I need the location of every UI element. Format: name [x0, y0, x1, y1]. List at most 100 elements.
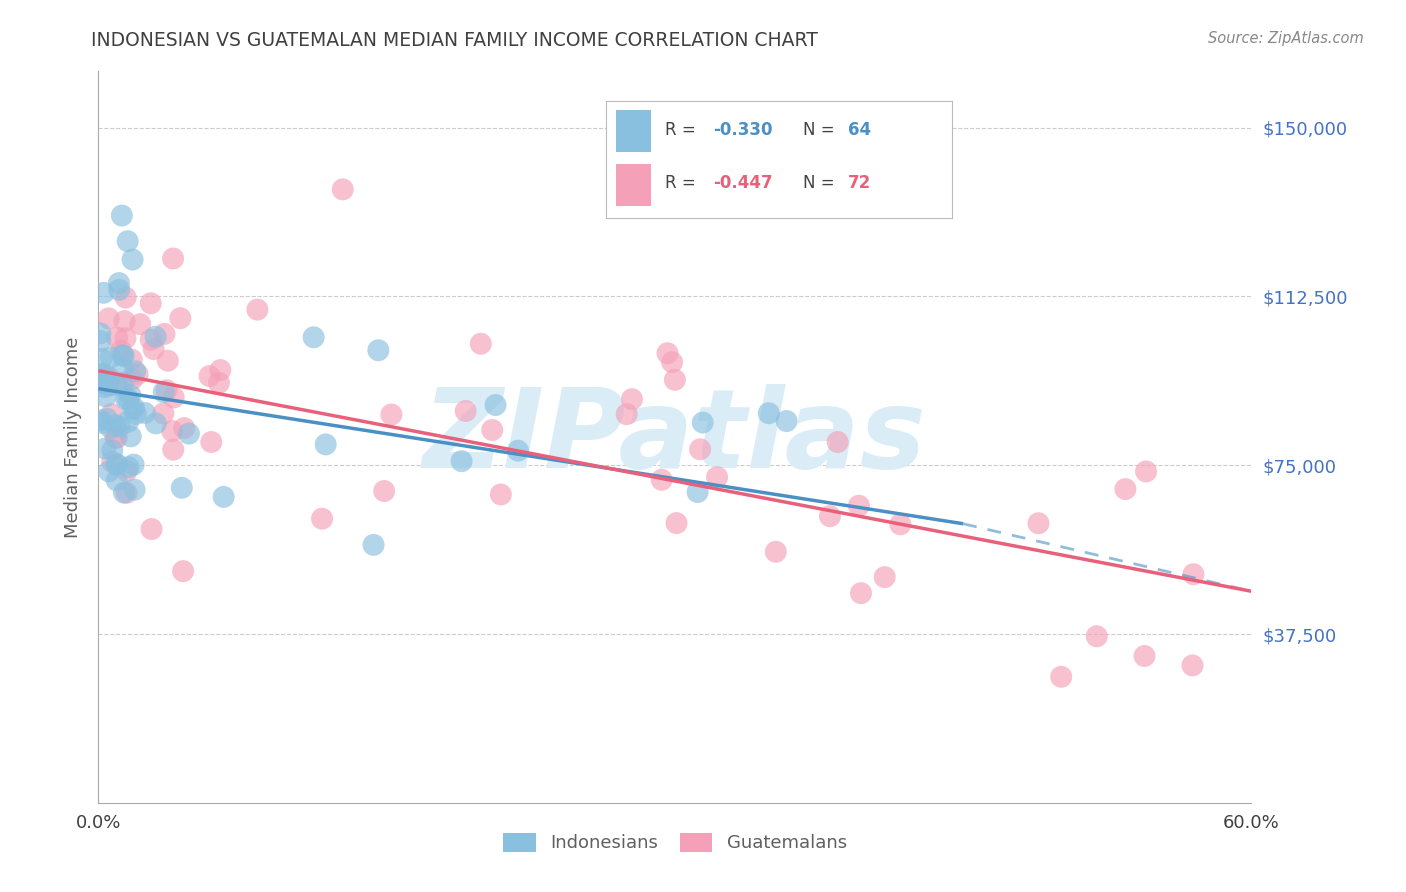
Point [198, 369, 221, 384]
Point [100, 407, 122, 421]
Point [108, 276, 131, 290]
Point [100, 421, 122, 435]
Point [373, 483, 395, 498]
Point [117, 234, 139, 248]
Point [246, 302, 269, 317]
Point [484, 398, 506, 412]
Point [105, 431, 128, 445]
Point [94, 389, 117, 403]
Point [139, 296, 162, 310]
Point [105, 474, 128, 488]
Point [156, 353, 179, 368]
Point [450, 454, 472, 468]
Point [114, 291, 136, 305]
Point [758, 406, 780, 420]
Point [162, 442, 184, 457]
Point [661, 355, 683, 369]
Point [100, 378, 122, 392]
Point [89, 326, 111, 341]
Point [121, 252, 143, 267]
Point [173, 421, 195, 435]
Point [101, 443, 124, 458]
Point [162, 252, 184, 266]
Point [115, 464, 138, 478]
Point [177, 426, 200, 441]
Point [470, 336, 492, 351]
Point [208, 376, 231, 390]
Point [162, 424, 184, 438]
Point [117, 392, 139, 406]
Point [873, 570, 896, 584]
Point [657, 346, 679, 360]
Point [111, 348, 134, 362]
Point [108, 419, 131, 434]
Point [121, 372, 143, 386]
Point [849, 586, 872, 600]
Point [89, 334, 111, 348]
Point [1133, 648, 1156, 663]
Point [127, 367, 149, 381]
Point [152, 385, 174, 400]
Point [1050, 670, 1073, 684]
Point [1028, 516, 1050, 531]
Point [94, 442, 117, 456]
Point [121, 352, 143, 367]
Point [664, 373, 686, 387]
Point [170, 481, 193, 495]
Point [200, 435, 222, 450]
Point [172, 564, 194, 578]
Point [90, 351, 112, 366]
Point [90, 367, 112, 381]
Point [1181, 658, 1204, 673]
Point [454, 404, 477, 418]
Point [332, 182, 354, 196]
Point [139, 333, 162, 347]
Point [145, 417, 167, 431]
Point [112, 349, 135, 363]
Point [827, 435, 849, 450]
Point [91, 416, 114, 430]
Point [98, 371, 121, 385]
Point [506, 443, 529, 458]
Point [110, 343, 132, 358]
Point [124, 483, 146, 497]
Point [107, 378, 129, 392]
Text: ZIPatlas: ZIPatlas [423, 384, 927, 491]
Point [481, 423, 503, 437]
Point [114, 314, 136, 328]
Point [153, 326, 176, 341]
Text: Source: ZipAtlas.com: Source: ZipAtlas.com [1208, 31, 1364, 46]
Point [692, 416, 714, 430]
Point [120, 388, 142, 402]
Point [100, 351, 122, 365]
Point [134, 406, 156, 420]
Point [765, 545, 787, 559]
Point [889, 517, 911, 532]
Point [96, 412, 118, 426]
Point [665, 516, 688, 530]
Point [125, 407, 148, 421]
Point [104, 430, 127, 444]
Point [380, 408, 402, 422]
Point [111, 361, 134, 376]
Legend: Indonesians, Guatemalans: Indonesians, Guatemalans [496, 826, 853, 860]
Point [101, 455, 124, 469]
Point [141, 522, 163, 536]
Point [311, 511, 333, 525]
Point [818, 509, 841, 524]
Point [212, 490, 235, 504]
Point [163, 391, 186, 405]
Point [706, 470, 728, 484]
Point [1114, 482, 1136, 496]
Point [96, 372, 118, 386]
Point [94, 368, 117, 382]
Point [848, 499, 870, 513]
Point [111, 209, 134, 223]
Point [97, 464, 120, 478]
Point [115, 392, 138, 407]
Point [117, 460, 139, 475]
Point [686, 485, 709, 500]
Point [117, 415, 139, 429]
Point [152, 406, 174, 420]
Point [105, 458, 128, 472]
